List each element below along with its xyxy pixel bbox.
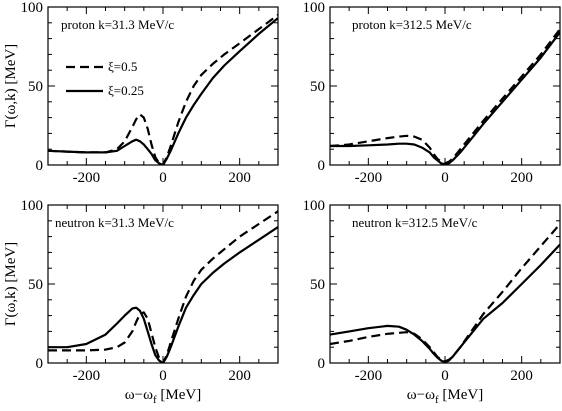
x-tick-label: -200 xyxy=(355,368,383,384)
y-tick-label: 0 xyxy=(318,356,326,372)
x-tick-label: 0 xyxy=(441,368,449,384)
x-tick-label: 200 xyxy=(510,170,533,186)
series-line-xi-0-5 xyxy=(48,14,278,165)
y-tick-label: 100 xyxy=(303,0,326,16)
y-tick-label: 50 xyxy=(310,277,325,293)
x-tick-label: 200 xyxy=(228,368,251,384)
x-axis-label: ω−ωf [MeV] xyxy=(407,387,483,406)
x-tick-label: -200 xyxy=(73,368,101,384)
series-line-xi-0-5 xyxy=(48,210,278,363)
legend-label: ξ=0.5 xyxy=(108,59,137,74)
y-axis-label: Γ(ω,k) [MeV] xyxy=(3,242,19,326)
panel-4: -200 0 200 0 50 100 neutron k=312.5 MeV/c ω−ωf … xyxy=(303,198,561,406)
y-tick-label: 0 xyxy=(318,158,326,174)
legend-label: ξ=0.25 xyxy=(108,83,144,98)
x-axis-label: ω−ωf [MeV] xyxy=(125,387,201,406)
panel-title: proton k=31.3 MeV/c xyxy=(61,17,174,32)
y-tick-label: 50 xyxy=(310,79,325,95)
y-tick-label: 0 xyxy=(36,158,44,174)
panel-title: proton k=312.5 MeV/c xyxy=(352,17,472,32)
series-line-xi-0-25 xyxy=(330,243,560,363)
series-line-xi-0-25 xyxy=(48,17,278,165)
y-tick-label: 100 xyxy=(21,0,44,16)
x-tick-label: 200 xyxy=(510,368,533,384)
x-tick-label: 200 xyxy=(228,170,251,186)
panel-2: -200 0 200 0 50 100 proton k=312.5 MeV/c xyxy=(303,0,561,186)
legend: ξ=0.5 ξ=0.25 xyxy=(66,59,144,98)
panel-title: neutron k=312.5 MeV/c xyxy=(352,215,478,230)
y-axis-label: Γ(ω,k) [MeV] xyxy=(3,44,19,128)
y-tick-label: 50 xyxy=(28,277,43,293)
panel-1: -200 0 200 0 50 100 proton k=31.3 MeV/c Γ(ω,k) … xyxy=(3,0,279,186)
series-line-xi-0-5 xyxy=(330,28,560,165)
x-tick-label: 0 xyxy=(441,170,449,186)
y-tick-label: 0 xyxy=(36,356,44,372)
x-tick-label: 0 xyxy=(159,368,167,384)
series-line-xi-0-5 xyxy=(330,223,560,363)
x-tick-label: -200 xyxy=(355,170,383,186)
y-tick-label: 100 xyxy=(21,198,44,214)
x-tick-label: 0 xyxy=(159,170,167,186)
series-line-xi-0-25 xyxy=(330,31,560,165)
panel-title: neutron k=31.3 MeV/c xyxy=(55,215,174,230)
x-tick-label: -200 xyxy=(73,170,101,186)
panel-3: -200 0 200 0 50 100 neutron k=31.3 MeV/c Γ(ω,k)… xyxy=(3,198,279,406)
y-tick-label: 50 xyxy=(28,79,43,95)
series-line-xi-0-25 xyxy=(48,226,278,363)
y-tick-label: 100 xyxy=(303,198,326,214)
